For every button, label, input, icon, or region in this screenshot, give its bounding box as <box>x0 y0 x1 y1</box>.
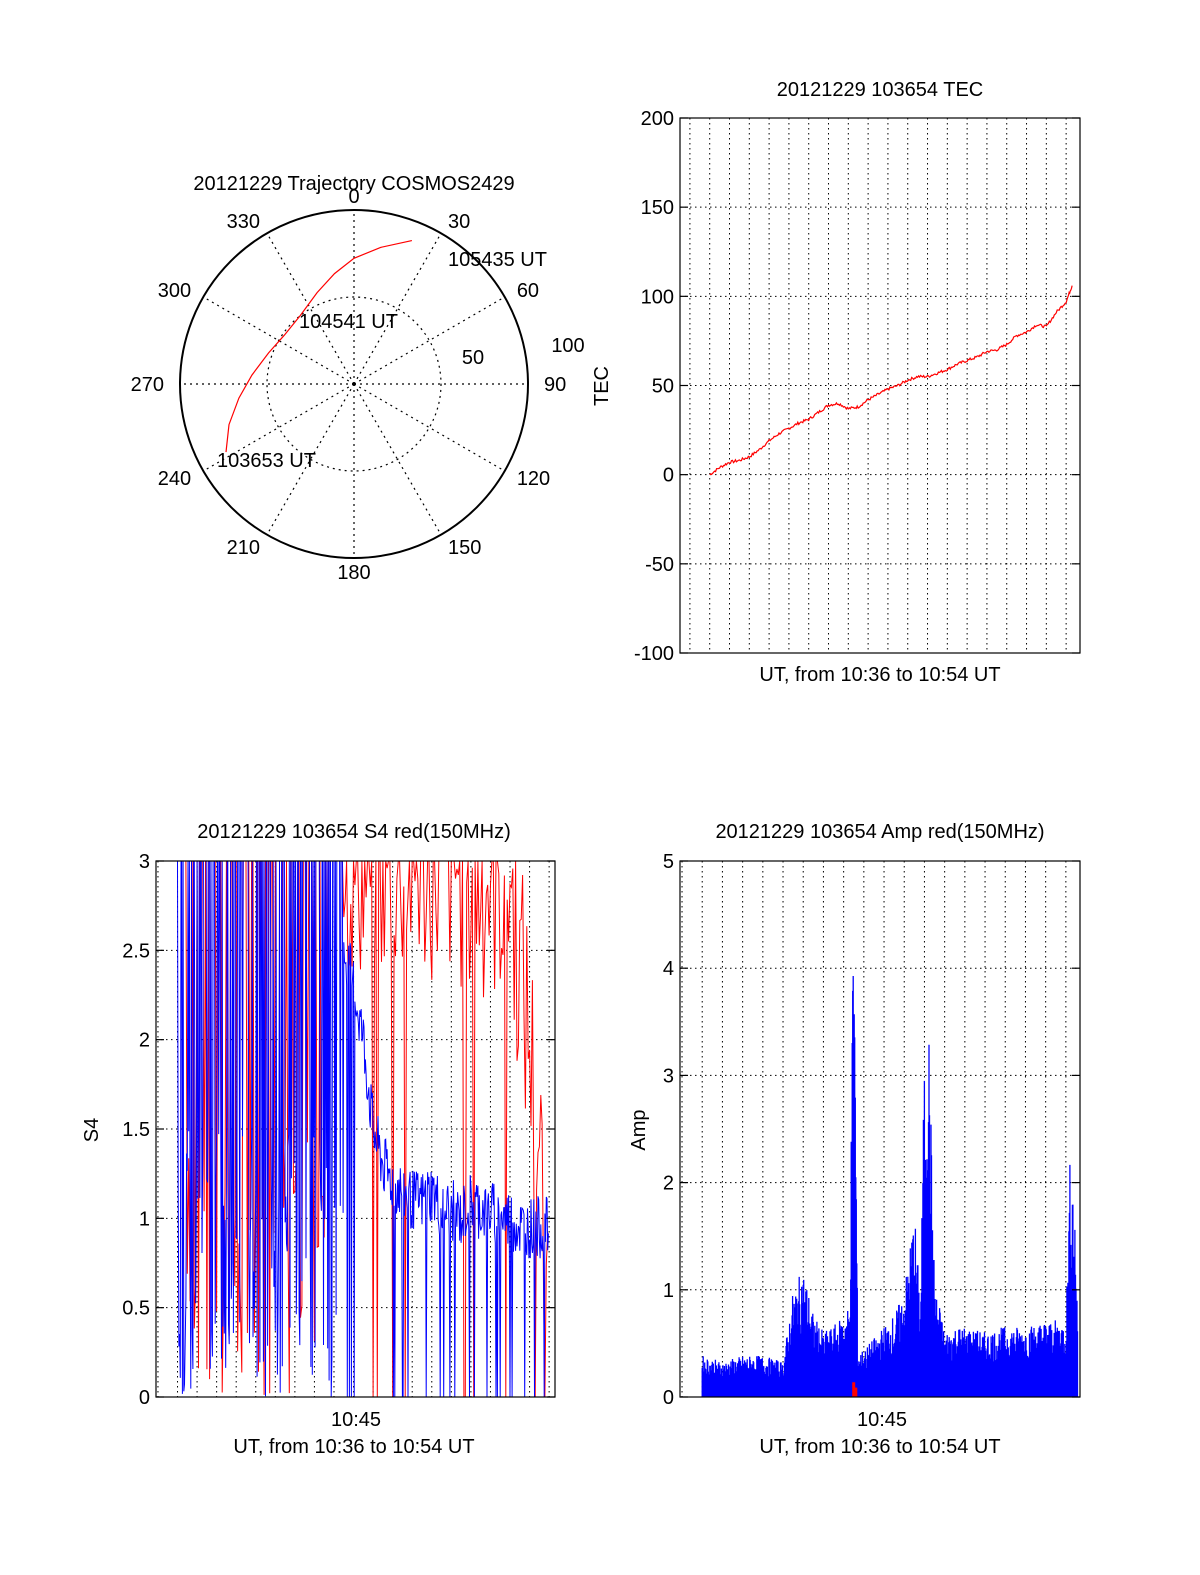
s4-plot-area <box>177 861 549 1397</box>
y-tick-label: 0.5 <box>122 1298 150 1320</box>
polar-spoke-30 <box>353 233 442 385</box>
amp-plot-area <box>701 976 1079 1397</box>
y-tick-label: 0 <box>139 1387 150 1409</box>
y-tick-label: -50 <box>645 554 674 576</box>
y-tick-label: 1 <box>139 1208 150 1230</box>
y-tick-label: 0 <box>663 1387 674 1409</box>
azimuth-label-210: 210 <box>227 537 260 559</box>
azimuth-label-330: 330 <box>227 211 260 233</box>
trajectory-track <box>225 240 413 453</box>
s4-series-blue <box>177 861 549 1397</box>
polar-grid <box>180 210 528 558</box>
azimuth-label-90: 90 <box>544 374 566 396</box>
s4-y-ticks: 3 2.5 2 1.5 1 0.5 0 <box>122 851 555 1409</box>
y-tick-label: 1 <box>663 1280 674 1302</box>
polar-spoke-240 <box>203 383 355 472</box>
s4-x-label: UT, from 10:36 to 10:54 UT <box>233 1436 474 1458</box>
tec-x-label: UT, from 10:36 to 10:54 UT <box>759 664 1000 686</box>
azimuth-label-150: 150 <box>448 537 481 559</box>
s4-title: 20121229 103654 S4 red(150MHz) <box>197 821 511 843</box>
y-tick-label: 3 <box>663 1065 674 1087</box>
track-label-end: 105435 UT <box>448 249 547 271</box>
amp-x-label: UT, from 10:36 to 10:54 UT <box>759 1436 1000 1458</box>
polar-spoke-120 <box>353 383 505 472</box>
amp-plot-frame <box>679 860 1081 1398</box>
polar-spoke-300 <box>203 296 355 385</box>
y-tick-label: 3 <box>139 851 150 873</box>
y-tick-label: 2 <box>139 1030 150 1052</box>
amp-title: 20121229 103654 Amp red(150MHz) <box>715 821 1044 843</box>
y-tick-label: 4 <box>663 958 674 980</box>
azimuth-label-180: 180 <box>337 562 370 584</box>
track-label-mid: 104541 UT <box>299 311 398 333</box>
amp-series-blue <box>701 976 1079 1397</box>
trajectory-title: 20121229 Trajectory COSMOS2429 <box>193 173 514 195</box>
y-tick-label: 2 <box>663 1173 674 1195</box>
azimuth-label-30: 30 <box>448 211 470 233</box>
s4-y-label: S4 <box>81 1118 103 1142</box>
azimuth-label-60: 60 <box>517 280 539 302</box>
trajectory-panel: 20121229 Trajectory COSMOS2429 0 30 60 90 12… <box>131 173 585 584</box>
polar-spoke-330 <box>266 233 355 385</box>
tec-title: 20121229 103654 TEC <box>777 79 983 101</box>
amp-y-ticks: 5 4 3 2 1 0 <box>663 851 1080 1409</box>
polar-spoke-150 <box>353 383 442 535</box>
azimuth-label-300: 300 <box>158 280 191 302</box>
y-tick-label: 150 <box>641 197 674 219</box>
tec-y-label: TEC <box>591 366 613 406</box>
polar-spoke-60 <box>353 296 505 385</box>
radius-label-50: 50 <box>462 347 484 369</box>
radius-labels: 50 100 <box>462 335 585 369</box>
y-tick-label: 50 <box>652 376 674 398</box>
y-tick-label: 100 <box>641 286 674 308</box>
y-tick-label: 2.5 <box>122 940 150 962</box>
tec-panel: 20121229 103654 TEC 200150100500-50-100 … <box>591 79 1081 686</box>
amp-y-label: Amp <box>628 1109 650 1150</box>
amp-grid <box>680 860 1080 1398</box>
y-tick-label: 200 <box>641 108 674 130</box>
y-tick-label: 5 <box>663 851 674 873</box>
tec-y-ticks: 200 150 100 50 0 -50 -100 <box>634 108 1080 665</box>
y-tick-label: 0 <box>663 465 674 487</box>
radius-label-100: 100 <box>551 335 584 357</box>
amp-series-red <box>852 1382 858 1397</box>
tec-series-line <box>709 285 1073 476</box>
s4-panel: 20121229 103654 S4 red(150MHz) 3 2.5 2 1.5 1… <box>81 821 556 1458</box>
s4-x-tick-label: 10:45 <box>331 1409 381 1431</box>
polar-ring <box>266 296 442 472</box>
azimuth-label-240: 240 <box>158 468 191 490</box>
y-tick-label: -100 <box>634 643 674 665</box>
amp-panel: 20121229 103654 Amp red(150MHz) 5 4 3 2 1 0 1… <box>628 821 1081 1458</box>
track-label-start: 103653 UT <box>217 450 316 472</box>
azimuth-label-270: 270 <box>131 374 164 396</box>
y-tick-label: 1.5 <box>122 1119 150 1141</box>
amp-x-tick-label: 10:45 <box>857 1409 907 1431</box>
polar-spoke-210 <box>266 383 355 535</box>
azimuth-label-0: 0 <box>348 186 359 208</box>
tec-grid <box>680 117 1080 654</box>
polar-outer-ring <box>179 209 529 559</box>
azimuth-label-120: 120 <box>517 468 550 490</box>
azimuth-labels: 0 30 60 90 120 150 180 210 240 270 300 330 <box>131 186 567 584</box>
